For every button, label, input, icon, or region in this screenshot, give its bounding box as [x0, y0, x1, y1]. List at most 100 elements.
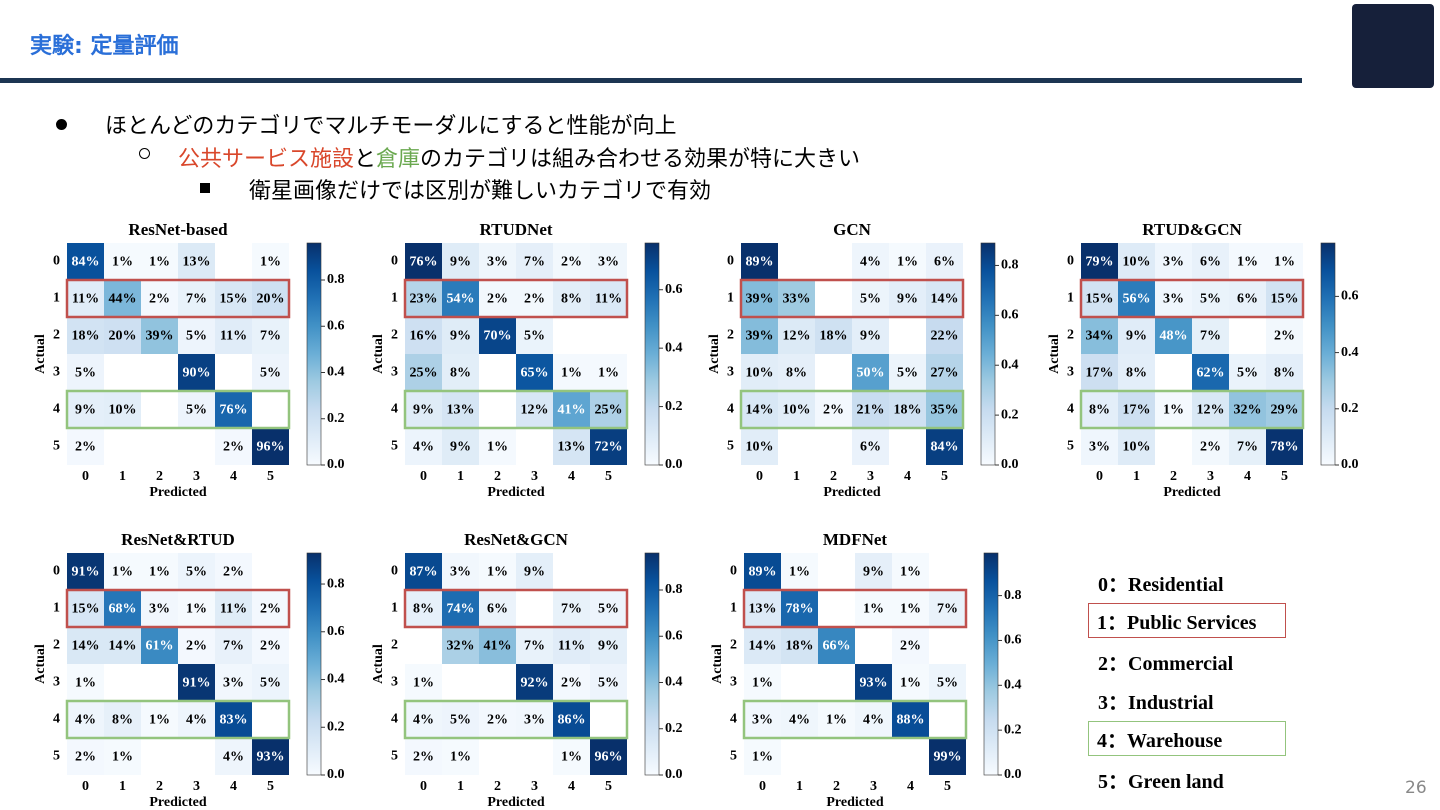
x-tick-label: 0 — [82, 469, 89, 484]
heatmap-cell — [141, 280, 178, 317]
cell-label: 1% — [900, 602, 921, 617]
cell-label: 3% — [598, 255, 619, 270]
heatmap-cell — [67, 664, 104, 701]
page-number: 26 — [1405, 778, 1427, 798]
chart-title: RTUD&GCN — [1142, 220, 1242, 239]
cell-label: 2% — [487, 713, 508, 728]
x-tick-label: 3 — [531, 779, 538, 794]
heatmap-cell — [252, 317, 289, 354]
heatmap-cell — [178, 354, 215, 391]
cell-label: 96% — [595, 750, 623, 765]
cell-label: 7% — [524, 255, 545, 270]
heatmap-cell — [141, 701, 178, 738]
cell-label: 1% — [752, 750, 773, 765]
heatmap-cell — [744, 627, 781, 664]
cell-label: 21% — [857, 403, 885, 418]
heatmap-cell — [852, 354, 889, 391]
y-tick-label: 0 — [1067, 254, 1074, 269]
heatmap-cell — [1081, 317, 1118, 354]
cell-label: 15% — [220, 292, 248, 307]
cell-label: 10% — [746, 440, 774, 455]
colorbar-tick-label: 0.6 — [327, 624, 345, 639]
heatmap-cell — [1118, 243, 1155, 280]
x-tick-label: 0 — [420, 779, 427, 794]
heatmap-cell — [252, 428, 289, 465]
x-tick-label: 2 — [156, 779, 163, 794]
heatmap-cell — [1118, 317, 1155, 354]
cell-label: 9% — [598, 639, 619, 654]
cell-label: 41% — [558, 403, 586, 418]
y-tick-label: 2 — [730, 638, 737, 653]
y-tick-label: 0 — [53, 564, 60, 579]
cell-label: 4% — [413, 440, 434, 455]
y-tick-label: 3 — [730, 675, 737, 690]
highlight-box — [65, 278, 291, 319]
y-axis-label: Actual — [707, 334, 722, 374]
heatmap-cell — [215, 590, 252, 627]
heatmap-cell — [553, 391, 590, 428]
cell-label: 7% — [1200, 329, 1221, 344]
cell-label: 91% — [183, 676, 211, 691]
heatmap-cell — [590, 280, 627, 317]
cell-label: 78% — [1271, 440, 1299, 455]
y-tick-label: 5 — [1067, 439, 1074, 454]
cell-label: 54% — [447, 292, 475, 307]
heatmap-cell — [1081, 354, 1118, 391]
heatmap-cell — [479, 243, 516, 280]
heatmap-cell — [892, 553, 929, 590]
colorbar-tick-label: 0.8 — [1001, 258, 1019, 273]
cell-label: 13% — [749, 602, 777, 617]
colorbar-tick-label: 0.8 — [327, 272, 345, 287]
highlight-box — [742, 699, 968, 740]
x-tick-label: 1 — [793, 469, 800, 484]
cell-label: 2% — [413, 750, 434, 765]
bullet-segment: 倉庫 — [376, 147, 421, 172]
cell-label: 1% — [112, 565, 133, 580]
bullet-segment: 公共サービス施設 — [178, 147, 355, 172]
heatmap-cell — [855, 553, 892, 590]
heatmap-cell — [855, 664, 892, 701]
colorbar-tick-label: 0.6 — [1001, 308, 1019, 323]
colorbar-tick-label: 0.4 — [1341, 345, 1359, 360]
heatmap-cell — [553, 738, 590, 775]
heatmap-cell — [215, 664, 252, 701]
cell-label: 1% — [260, 255, 281, 270]
colorbar-tick-label: 0.0 — [1341, 457, 1359, 472]
x-tick-label: 4 — [1244, 469, 1251, 484]
heatmap-cell — [252, 354, 289, 391]
colorbar-tick-label: 0.4 — [665, 675, 683, 690]
x-tick-label: 3 — [531, 469, 538, 484]
cell-label: 9% — [524, 565, 545, 580]
heatmap-cell — [852, 317, 889, 354]
heatmap-cell — [1192, 317, 1229, 354]
cell-label: 18% — [72, 329, 100, 344]
heatmap-cell — [590, 354, 627, 391]
heatmap-cell — [178, 701, 215, 738]
highlight-box — [65, 699, 291, 740]
cell-label: 7% — [561, 602, 582, 617]
heatmap-cell — [889, 391, 926, 428]
heatmap-cell — [553, 701, 590, 738]
cell-label: 93% — [257, 750, 285, 765]
cell-label: 87% — [410, 565, 438, 580]
heatmap-cell — [252, 738, 289, 775]
heatmap-cell — [744, 664, 781, 701]
heatmap-cell — [1081, 280, 1118, 317]
y-tick-label: 3 — [53, 675, 60, 690]
heatmap-cell — [405, 664, 442, 701]
cell-label: 83% — [220, 713, 248, 728]
cell-label: 2% — [823, 403, 844, 418]
heatmap-cell — [815, 391, 852, 428]
cell-label: 7% — [186, 292, 207, 307]
heatmap-cell — [1118, 280, 1155, 317]
chart-title: ResNet-based — [128, 220, 228, 239]
heatmap-cell — [1266, 317, 1303, 354]
cell-label: 1% — [900, 565, 921, 580]
cell-label: 20% — [109, 329, 137, 344]
highlight-box — [739, 278, 965, 319]
cell-label: 10% — [1123, 255, 1151, 270]
legend-item: 2：Commercial — [1098, 653, 1234, 675]
chart-title: ResNet&GCN — [464, 530, 569, 549]
cell-label: 2% — [149, 292, 170, 307]
x-tick-label: 4 — [907, 779, 914, 794]
